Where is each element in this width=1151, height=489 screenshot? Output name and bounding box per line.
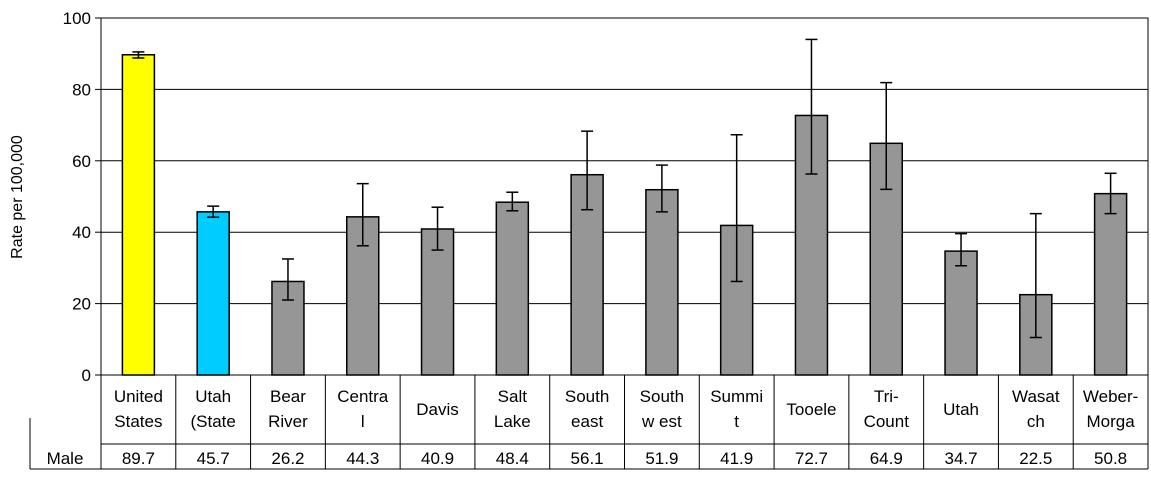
category-label: Utah (943, 400, 979, 419)
category-label: t (734, 412, 739, 431)
data-value-label: 72.7 (795, 449, 828, 468)
data-value-label: 64.9 (870, 449, 903, 468)
bar (794, 114, 829, 376)
category-label: Wasat (1012, 387, 1060, 406)
category-label: w est (641, 412, 682, 431)
y-tick-label: 80 (72, 80, 91, 99)
y-axis-label: Rate per 100,000 (9, 135, 26, 259)
plot-frame (100, 17, 1149, 376)
category-label: l (361, 412, 365, 431)
category-label: (State (190, 412, 235, 431)
data-value-label: 45.7 (197, 449, 230, 468)
data-value-label: 89.7 (122, 449, 155, 468)
data-value-label: 26.2 (271, 449, 304, 468)
bars (121, 54, 1128, 376)
category-label: Lake (494, 412, 531, 431)
category-label: Count (864, 412, 910, 431)
data-value-label: 40.9 (421, 449, 454, 468)
category-label: Davis (416, 400, 459, 419)
bar (196, 211, 230, 376)
gridlines (100, 17, 1149, 376)
bar (645, 188, 679, 376)
y-tick-label: 40 (72, 223, 91, 242)
category-label: Tooele (786, 400, 836, 419)
data-value-label: 56.1 (571, 449, 604, 468)
category-label: Weber- (1083, 387, 1138, 406)
bar (420, 228, 455, 376)
category-label: States (114, 412, 162, 431)
y-tick-label: 0 (82, 366, 91, 385)
category-label: Morga (1087, 412, 1136, 431)
bar (1093, 192, 1128, 376)
category-label: South (640, 387, 684, 406)
category-label: South (565, 387, 609, 406)
y-tick-label: 60 (72, 152, 91, 171)
category-label: Utah (195, 387, 231, 406)
data-value-label: 41.9 (720, 449, 753, 468)
bar (121, 54, 156, 376)
category-label: Summi (710, 387, 763, 406)
category-label: Centra (337, 387, 389, 406)
category-label: ch (1027, 412, 1045, 431)
category-label: United (114, 387, 163, 406)
data-value-label: 34.7 (944, 449, 977, 468)
data-value-label: 22.5 (1019, 449, 1052, 468)
error-bars (132, 38, 1117, 339)
bar (944, 250, 978, 376)
category-label: Tri- (874, 387, 899, 406)
category-label: Bear (270, 387, 306, 406)
data-table: Male United States 89.7 Utah (State 45.7 Bear Ri… (29, 375, 1149, 470)
bar (495, 201, 530, 376)
y-tick-label: 20 (72, 295, 91, 314)
data-value-label: 51.9 (645, 449, 678, 468)
category-label: Salt (498, 387, 528, 406)
y-tick-label: 100 (63, 9, 91, 28)
data-value-label: 48.4 (496, 449, 529, 468)
y-axis: 0 20 40 60 80 100 (63, 9, 101, 385)
data-value-label: 44.3 (346, 449, 379, 468)
series-name-label: Male (47, 449, 84, 468)
data-value-label: 50.8 (1094, 449, 1127, 468)
category-label: east (571, 412, 603, 431)
category-label: River (268, 412, 308, 431)
